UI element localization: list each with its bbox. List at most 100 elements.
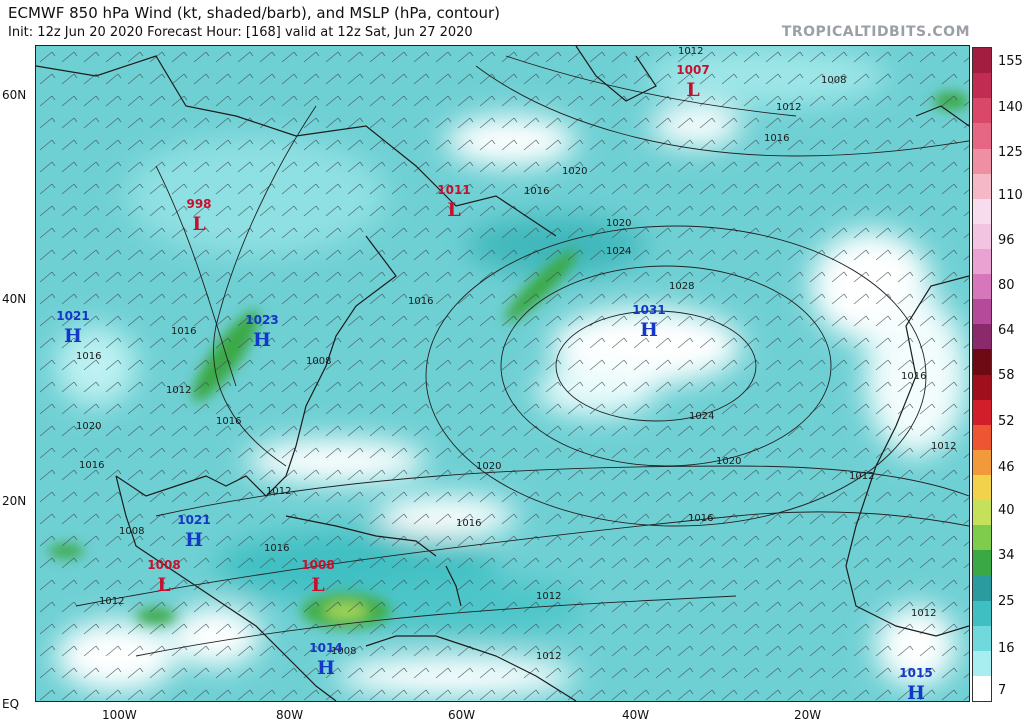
pressure-center-letter: H (640, 319, 658, 341)
colorbar-segment (973, 324, 991, 350)
isobar-label: 1020 (562, 166, 587, 177)
colorbar-segment (973, 525, 991, 551)
colorbar-segment (973, 399, 991, 425)
isobar-label: 1016 (688, 513, 713, 524)
isobar-label: 1012 (911, 608, 936, 619)
isobar-label: 1008 (331, 646, 356, 657)
isobar-label: 1016 (901, 371, 926, 382)
colorbar-tick-label: 96 (998, 233, 1015, 248)
colorbar-tick-label: 16 (998, 641, 1015, 656)
colorbar-segment (973, 349, 991, 375)
colorbar-segment (973, 274, 991, 300)
high-pressure-center: 1015 H (899, 666, 932, 701)
pressure-center-value: 1031 (632, 303, 665, 317)
colorbar-segment (973, 223, 991, 250)
wind-barbs (36, 46, 969, 701)
low-pressure-center: 1007 L (676, 63, 709, 101)
isobar-label: 1008 (821, 75, 846, 86)
isobar-label: 1020 (76, 421, 101, 432)
isobar-label: 1012 (99, 596, 124, 607)
colorbar-tick-label: 7 (998, 683, 1007, 698)
colorbar-segment (973, 98, 991, 124)
isobar-label: 1016 (764, 133, 789, 144)
isobar-label: 1020 (476, 461, 501, 472)
isobar-label: 1012 (266, 486, 291, 497)
pressure-center-letter: H (253, 329, 271, 351)
pressure-center-value: 1008 (301, 558, 334, 572)
colorbar-segment (973, 675, 991, 701)
colorbar-segment (973, 198, 991, 224)
lat-label-40n: 40N (2, 292, 27, 306)
isobar-label: 1016 (76, 351, 101, 362)
high-pressure-center: 1023 H (245, 313, 278, 351)
colorbar-tick-label: 58 (998, 368, 1015, 383)
lat-label-eq: EQ (2, 697, 20, 711)
isobar-label: 1020 (606, 218, 631, 229)
pressure-centers: 1007L998L1011L1021H1023H1031H1021H1008L1… (56, 63, 932, 701)
colorbar-segment (973, 575, 991, 601)
high-pressure-center: 1021 H (177, 513, 210, 551)
isobar-label: 1012 (678, 46, 703, 57)
pressure-center-value: 1007 (676, 63, 709, 77)
low-pressure-center: 1008 L (147, 558, 180, 596)
brand-watermark: TROPICALTIDBITS.COM (781, 24, 970, 40)
isobar-label: 1012 (776, 102, 801, 113)
isobar-label: 1008 (306, 356, 331, 367)
isobar-label: 1016 (264, 543, 289, 554)
pressure-center-value: 1008 (147, 558, 180, 572)
isobar-label: 1012 (166, 385, 191, 396)
low-pressure-center: 1008 L (301, 558, 334, 596)
colorbar-tick-label: 40 (998, 503, 1015, 518)
low-pressure-center: 998 L (186, 197, 211, 235)
pressure-center-letter: H (185, 529, 203, 551)
colorbar-tick-label: 110 (998, 188, 1023, 203)
isobar-label: 1016 (216, 416, 241, 427)
lat-label-60n: 60N (2, 88, 27, 102)
colorbar-tick-label: 46 (998, 460, 1015, 475)
lat-label-20n: 20N (2, 494, 27, 508)
isobar-label: 1012 (849, 471, 874, 482)
colorbar-segment (973, 173, 991, 199)
high-pressure-center: 1031 H (632, 303, 665, 341)
colorbar-tick-label: 140 (998, 100, 1023, 115)
isobar-label: 1024 (606, 246, 631, 257)
map-canvas: 1012 1008 1012 1016 1020 1016 1020 1024 1028 1024… (36, 46, 969, 701)
low-pressure-center: 1011 L (437, 183, 470, 221)
coastlines (36, 46, 969, 701)
pressure-center-value: 1021 (56, 309, 89, 323)
colorbar-segment (973, 625, 991, 651)
colorbar-segment (973, 148, 991, 174)
pressure-center-letter: L (157, 574, 170, 596)
isobar-label: 1012 (536, 651, 561, 662)
map-subtitle: Init: 12z Jun 20 2020 Forecast Hour: [16… (8, 25, 473, 40)
pressure-center-letter: H (64, 325, 82, 347)
pressure-center-value: 1021 (177, 513, 210, 527)
colorbar-tick-label: 25 (998, 594, 1015, 609)
colorbar-tick-label: 64 (998, 323, 1015, 338)
pressure-center-value: 1015 (899, 666, 932, 680)
lon-label-40w: 40W (622, 708, 650, 722)
colorbar-tick-label: 125 (998, 145, 1023, 160)
isobar-label: 1016 (524, 186, 549, 197)
wind-speed-colorbar (972, 47, 992, 702)
isobar-label: 1016 (456, 518, 481, 529)
isobar-labels: 1012 1008 1012 1016 1020 1016 1020 1024 1028 1024… (76, 46, 956, 662)
colorbar-tick-label: 52 (998, 414, 1015, 429)
colorbar-segment (973, 123, 991, 149)
pressure-center-letter: H (317, 657, 335, 679)
isobar-label: 1012 (536, 591, 561, 602)
pressure-center-letter: H (907, 682, 925, 701)
high-pressure-center: 1021 H (56, 309, 89, 347)
colorbar-segment (973, 550, 991, 576)
colorbar-segment (973, 374, 991, 400)
high-pressure-center: 1014 H (309, 641, 342, 679)
lon-label-60w: 60W (448, 708, 476, 722)
colorbar-segment (973, 424, 991, 450)
isobar-label: 1020 (716, 456, 741, 467)
colorbar-tick-label: 34 (998, 548, 1015, 563)
isobars (75, 55, 969, 657)
colorbar-segment (973, 299, 991, 325)
pressure-center-letter: L (192, 213, 205, 235)
isobar-label: 1016 (171, 326, 196, 337)
weather-map: 1012 1008 1012 1016 1020 1016 1020 1024 1028 1024… (35, 45, 970, 702)
